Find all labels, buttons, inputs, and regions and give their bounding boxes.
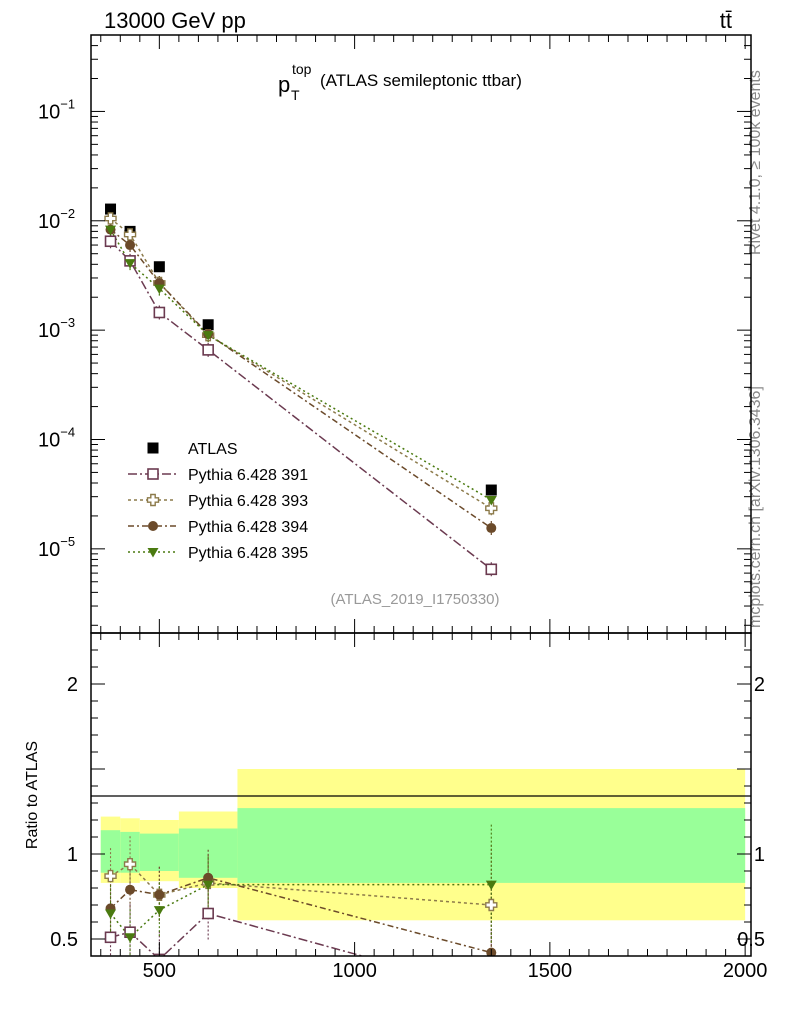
- ratio-y-tick-label-right: 1: [754, 844, 765, 866]
- ratio-point-p394: [154, 889, 165, 900]
- tick-mantissa: 10: [38, 101, 60, 123]
- process-label: tt̄: [720, 8, 732, 33]
- legend-label-atlas: ATLAS: [188, 441, 238, 458]
- ratio-point-p394: [125, 884, 136, 895]
- ratio-y-tick-label-right: 2: [754, 674, 765, 696]
- tick-mantissa: 10: [38, 429, 60, 451]
- legend-marker-p395: [147, 548, 159, 558]
- main-y-tick-label: 10−3: [38, 315, 75, 342]
- main-y-tick-label: 10−2: [38, 206, 75, 233]
- legend-marker-p393: [146, 493, 160, 507]
- analysis-id-label: (ATLAS_2019_I1750330): [330, 591, 499, 608]
- legend: ATLAS Pythia 6.428 391 Pythia 6.428 393 Pyt…: [128, 441, 308, 562]
- tick-mantissa: 10: [38, 211, 60, 233]
- legend-marker-p394: [148, 521, 158, 531]
- ratio-point-p391: [104, 931, 117, 944]
- ratio-point-p393: [104, 869, 117, 883]
- legend-label-p391: Pythia 6.428 391: [188, 467, 308, 484]
- legend-label-p394: Pythia 6.428 394: [188, 519, 308, 536]
- ratio-y-tick-labels: 0.5 0.5 1 1 2 2: [50, 674, 765, 951]
- x-tick-label: 500: [143, 960, 176, 982]
- series-line-p393: [110, 217, 492, 509]
- point-atlas: [485, 484, 497, 496]
- point-p395: [153, 284, 165, 295]
- ratio-point-p394: [203, 872, 214, 883]
- energy-label: 13000 GeV pp: [104, 8, 246, 33]
- main-panel-frame: [90, 34, 752, 634]
- point-p393: [485, 502, 498, 515]
- legend-marker-p391: [147, 468, 159, 480]
- ratio-point-p395: [124, 933, 136, 943]
- mcplots-label: mcplots.cern.ch [arXiv:1306.3436]: [747, 386, 764, 628]
- tick-exponent: −5: [60, 534, 75, 549]
- point-p395: [124, 259, 136, 269]
- point-p395: [105, 225, 117, 236]
- point-atlas: [153, 261, 165, 273]
- ratio-panel-frame: [90, 632, 752, 957]
- tick-mantissa: 10: [38, 320, 60, 342]
- x-tick-labels: 500 1000 1500 2000: [143, 960, 768, 982]
- point-p391: [153, 306, 166, 319]
- ratio-point-p395: [485, 880, 497, 891]
- main-y-tick-label: 10−5: [38, 534, 75, 561]
- main-series-points: [104, 203, 498, 576]
- tick-mantissa: 10: [38, 539, 60, 561]
- point-p391: [202, 344, 214, 356]
- axis-ticks: [91, 34, 751, 956]
- ratio-point-p395: [202, 880, 214, 891]
- rivet-version-label: Rivet 4.1.0, ≥ 100k events: [747, 70, 764, 255]
- plot-title: p top T (ATLAS semileptonic ttbar): [278, 61, 522, 103]
- tick-exponent: −3: [60, 315, 75, 330]
- tick-exponent: −4: [60, 424, 75, 439]
- x-tick-label: 1000: [332, 960, 377, 982]
- band-green: [100, 830, 121, 873]
- ratio-point-p391: [202, 907, 214, 920]
- main-y-tick-label: 10−4: [38, 424, 75, 451]
- point-p395: [485, 495, 497, 506]
- tick-exponent: −2: [60, 206, 75, 221]
- ratio-y-axis-label: Ratio to ATLAS: [24, 741, 41, 849]
- legend-label-p393: Pythia 6.428 393: [188, 493, 308, 510]
- ratio-point-p395: [153, 906, 165, 916]
- ratio-line-p393: [110, 863, 492, 906]
- title-subscript: T: [291, 87, 300, 103]
- point-atlas: [202, 319, 214, 331]
- x-tick-label: 2000: [723, 960, 768, 982]
- main-y-tick-labels: 10−110−210−310−410−5: [38, 96, 75, 560]
- point-p393: [123, 228, 137, 241]
- point-p394: [125, 240, 136, 251]
- point-p391: [485, 563, 498, 576]
- ratio-series-points: [104, 858, 498, 997]
- ratio-y-tick-label-right: 0.5: [737, 929, 765, 951]
- ratio-point-p391: [486, 987, 496, 997]
- point-p395: [202, 331, 214, 341]
- ratio-uncertainty-bands: [100, 769, 746, 921]
- point-p394: [486, 523, 497, 534]
- ratio-point-p393: [485, 898, 498, 912]
- ratio-point-p393: [123, 858, 137, 871]
- point-p391: [104, 235, 117, 248]
- tick-exponent: −1: [60, 96, 75, 111]
- main-y-tick-label: 10−1: [38, 96, 75, 123]
- point-atlas: [105, 203, 117, 215]
- legend-label-p395: Pythia 6.428 395: [188, 545, 308, 562]
- title-superscript: top: [292, 61, 312, 77]
- title-text: (ATLAS semileptonic ttbar): [320, 71, 522, 90]
- band-green: [139, 833, 179, 871]
- ratio-y-tick-label-left: 2: [67, 674, 78, 696]
- ratio-point-p395: [105, 909, 117, 919]
- legend-marker-atlas: [147, 442, 159, 454]
- title-main: p: [278, 72, 290, 97]
- ratio-y-tick-label-left: 1: [67, 844, 78, 866]
- ratio-line-p391: [110, 912, 365, 956]
- series-line-p395: [109, 229, 492, 501]
- ratio-y-tick-label-left: 0.5: [50, 929, 78, 951]
- x-tick-label: 1500: [528, 960, 573, 982]
- point-p393: [104, 212, 117, 225]
